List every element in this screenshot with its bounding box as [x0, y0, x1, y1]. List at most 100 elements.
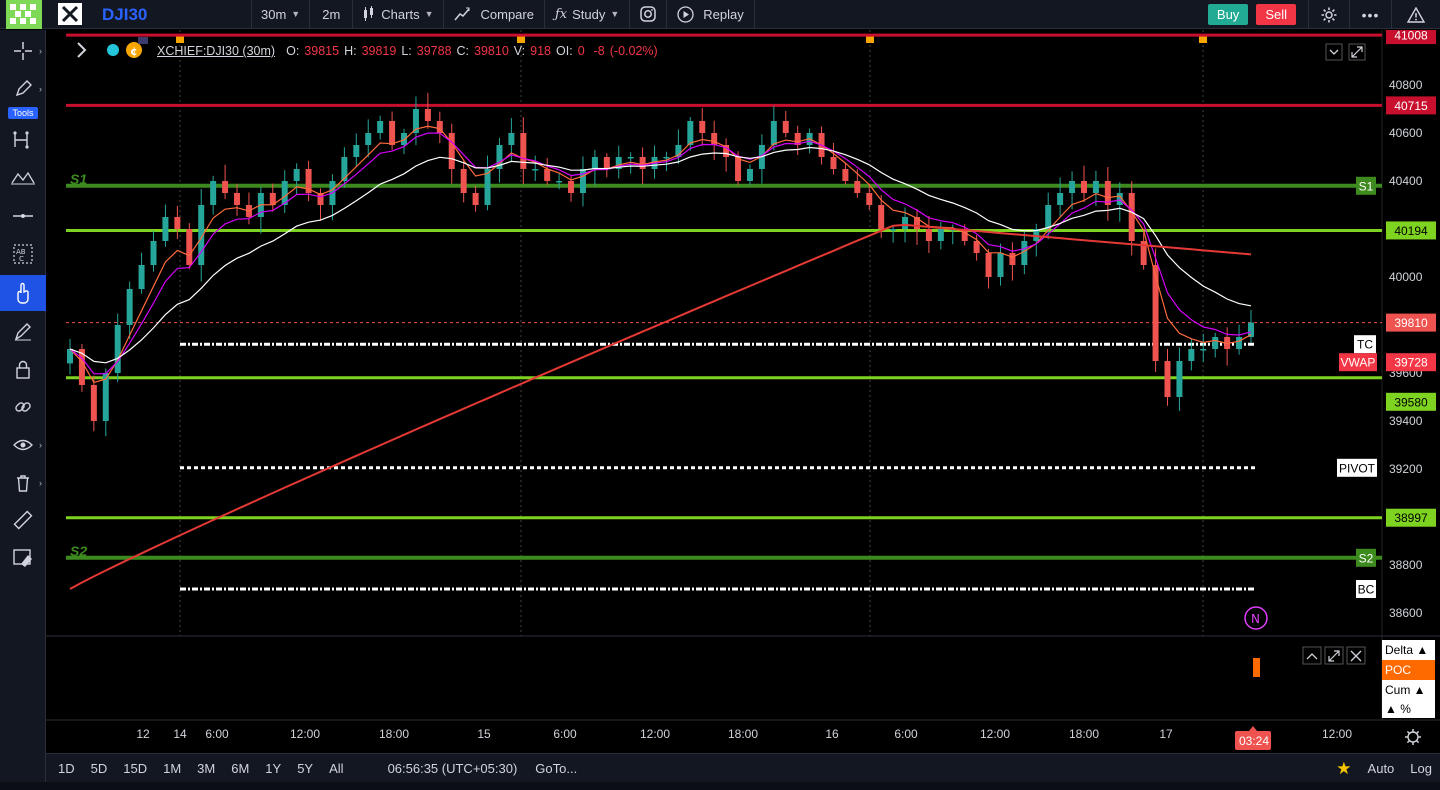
candle-body	[937, 229, 944, 241]
candle-body	[1069, 181, 1076, 193]
range-1y[interactable]: 1Y	[265, 760, 282, 776]
fork-tool[interactable]	[0, 122, 46, 158]
candle-body	[114, 325, 121, 373]
brand-x-icon[interactable]	[54, 0, 86, 29]
maximize-arrows-icon	[1328, 650, 1340, 662]
auto-scale-button[interactable]: Auto	[1367, 761, 1395, 776]
cursor-tool[interactable]	[0, 275, 46, 311]
s1-chart-label: S1	[70, 171, 87, 187]
app-logo-icon[interactable]	[0, 0, 46, 29]
range-3m[interactable]: 3M	[197, 760, 216, 776]
sell-button[interactable]: Sell	[1256, 4, 1296, 25]
candle-body	[222, 181, 229, 193]
range-5d[interactable]: 5D	[90, 760, 108, 776]
ruler-tool[interactable]	[0, 502, 46, 538]
svg-text:C: C	[19, 255, 24, 263]
poc-legend[interactable]: POC	[1382, 660, 1435, 680]
legend-symbol[interactable]: XCHIEF:DJI30 (30m)	[157, 44, 276, 58]
range-1d[interactable]: 1D	[58, 760, 75, 776]
study-dropdown[interactable]: ƒx Study ▼	[545, 0, 631, 29]
interval2-button[interactable]: 2m	[310, 0, 354, 29]
news-marker-icon[interactable]	[1244, 606, 1268, 630]
log-scale-button[interactable]: Log	[1410, 761, 1432, 776]
axis-label-38997: 38997	[1394, 511, 1428, 525]
chart-settings-icon[interactable]	[1405, 729, 1421, 745]
close-value: 39810	[474, 44, 509, 58]
timezone-clock[interactable]: 06:56:35 (UTC+05:30)	[387, 760, 518, 776]
candle-body	[401, 133, 408, 145]
candle-body	[878, 205, 885, 229]
candle-body	[782, 121, 789, 133]
candle-body	[699, 121, 706, 133]
time-tick-label: 12	[136, 727, 150, 741]
footer-strip	[0, 782, 1440, 790]
time-tick-label: 6:00	[894, 727, 918, 741]
pitchfork-icon	[13, 131, 29, 149]
axis-label-s2: S2	[1359, 551, 1374, 565]
range-5y[interactable]: 5Y	[297, 760, 314, 776]
candle-body	[341, 157, 348, 181]
candle-body	[1188, 349, 1195, 361]
price-tick-label: 39400	[1389, 414, 1423, 428]
warning-icon[interactable]	[1392, 0, 1440, 29]
maximize-pane-button[interactable]	[1348, 43, 1366, 61]
brush-tool[interactable]	[0, 313, 46, 349]
ruler-icon	[13, 510, 33, 530]
candle-body	[1128, 193, 1135, 241]
favorite-star-icon[interactable]: ★	[1336, 758, 1352, 778]
visibility-tool[interactable]: ›	[0, 427, 46, 463]
candle-body	[484, 169, 491, 205]
range-6m[interactable]: 6M	[231, 760, 250, 776]
candle-body	[579, 169, 586, 193]
pattern-tool[interactable]	[0, 160, 46, 196]
charts-dropdown[interactable]: Charts ▼	[353, 0, 444, 29]
delete-tool[interactable]: ›	[0, 465, 46, 501]
high-label: H:	[344, 44, 357, 58]
axis-label-last-price-bg	[1386, 313, 1436, 332]
range-1m[interactable]: 1M	[163, 760, 182, 776]
cum-legend[interactable]: Cum ▲	[1382, 680, 1435, 700]
range-all[interactable]: All	[329, 760, 344, 776]
subpane-close-button[interactable]	[1346, 646, 1366, 665]
s2-chart-label: S2	[70, 543, 87, 559]
snapshot-button[interactable]	[630, 0, 668, 29]
text-tool[interactable]: AB C	[0, 236, 46, 272]
more-options-icon[interactable]: •••	[1350, 0, 1392, 29]
settings-gear-icon[interactable]	[1308, 0, 1350, 29]
candle-body	[746, 169, 753, 181]
percent-legend[interactable]: ▲ %	[1382, 700, 1435, 718]
session-marker	[866, 35, 874, 43]
delta-legend[interactable]: Delta ▲	[1382, 640, 1435, 660]
subpane-maximize-button[interactable]	[1324, 646, 1344, 665]
lock-tool[interactable]	[0, 351, 46, 387]
slow-ma-line	[69, 146, 1252, 364]
chevron-down-icon: ▼	[424, 8, 434, 19]
legend-expand-chevron-icon[interactable]	[77, 42, 87, 58]
range-15d[interactable]: 15D	[123, 760, 148, 776]
symbol-search-button[interactable]: DJI30	[86, 0, 252, 29]
replay-button[interactable]: Replay	[667, 0, 755, 29]
interval-label: 30m	[261, 6, 287, 22]
candle-body	[305, 169, 312, 193]
price-chart[interactable]: 3860038800390003920039400396003980040000…	[46, 30, 1440, 753]
candle-body	[102, 373, 109, 421]
subpane-up-button[interactable]	[1302, 646, 1322, 665]
candle-body	[854, 181, 861, 193]
goto-button[interactable]: GoTo...	[535, 760, 578, 776]
time-tick-label: 18:00	[379, 727, 409, 741]
compare-icon	[453, 7, 470, 21]
interval-dropdown[interactable]: 30m ▼	[252, 0, 311, 29]
collapse-pane-button[interactable]	[1325, 43, 1343, 61]
candle-body	[591, 157, 598, 169]
horizontal-line-tool[interactable]	[0, 198, 46, 234]
compare-button[interactable]: Compare	[444, 0, 545, 29]
pencil-tool[interactable]: ›	[0, 71, 46, 107]
buy-button[interactable]: Buy	[1207, 4, 1249, 25]
time-tick-label: 17	[1159, 727, 1173, 741]
link-tool[interactable]	[0, 389, 46, 425]
price-axis[interactable]	[1382, 30, 1440, 636]
hand-pointer-icon	[17, 282, 29, 304]
crosshair-tool[interactable]: ›	[0, 33, 46, 69]
news-marker-glyph: N	[1251, 612, 1260, 626]
screenshot-tool[interactable]	[0, 540, 46, 576]
